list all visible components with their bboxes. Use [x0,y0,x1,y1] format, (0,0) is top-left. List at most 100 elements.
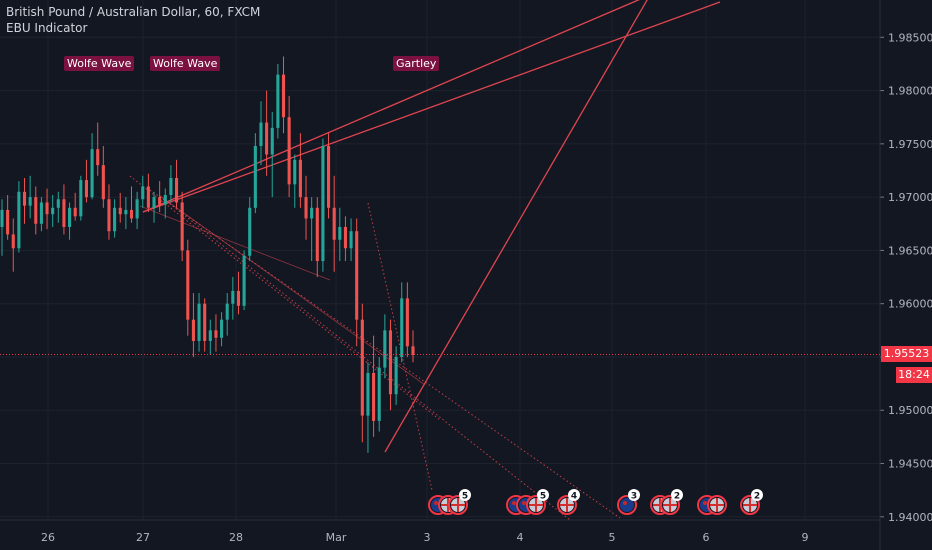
candle-body [0,209,4,227]
symbol-title[interactable]: British Pound / Australian Dollar, 60, F… [6,5,261,19]
last-price-label: 1.95523 [881,346,932,362]
candle-body [287,117,291,185]
event-count-text: 2 [674,492,680,502]
candle-body [338,226,342,240]
candle-body [411,346,415,355]
candle-body [377,367,381,421]
candle-body [84,180,89,198]
candle-body [96,149,100,166]
candle-body [73,207,77,217]
candle-body [118,207,122,215]
candle-body [34,197,38,224]
candle-body [152,197,156,208]
pattern-dotted-line [159,195,571,521]
candle-body [163,195,167,205]
bar-countdown-label: 18:24 [896,367,932,383]
y-tick-label: 1.94500 [888,458,932,471]
event-count-badge [628,489,640,501]
au-flag-detail [623,501,627,505]
au-flag-detail [512,501,516,505]
candle-body [332,207,336,240]
pattern-tag-wolfe-wave-1[interactable]: Wolfe Wave [64,56,135,71]
indicator-name[interactable]: EBU Indicator [6,21,88,35]
candle-body [349,231,353,249]
candle-body [366,372,370,416]
candle-body [360,319,364,416]
candle-body [158,197,162,205]
event-count-text: 3 [631,492,637,502]
y-tick-label: 1.98500 [888,31,932,44]
pattern-dotted-line [129,175,441,421]
candle-body [400,298,404,357]
pattern-line [142,0,640,213]
candle-body [101,165,105,200]
candle-body [394,356,398,395]
x-tick-label: Mar [326,531,347,544]
candle-body [315,207,319,262]
candle-body [141,186,145,200]
event-count-text: 4 [571,492,577,502]
candle-body [208,330,212,341]
candle-body [321,145,325,262]
x-tick-label: 6 [703,531,710,544]
y-tick-label: 1.98000 [888,85,932,98]
candle-body [253,145,257,208]
y-tick-label: 1.97500 [888,138,932,151]
candle-body [259,122,263,146]
candle-body [343,226,347,249]
event-count-text: 5 [540,492,546,502]
candle-body [62,199,66,227]
au-flag-detail [522,501,526,505]
candle-body [405,298,409,347]
candle-body [293,159,297,185]
y-tick-label: 1.95000 [888,404,932,417]
candle-body [236,290,241,306]
candle-body [146,186,150,208]
candle-body [186,250,190,320]
event-count-badge [568,489,580,501]
x-tick-label: 26 [41,531,55,544]
x-tick-label: 4 [517,531,524,544]
candle-body [220,319,224,338]
x-tick-label: 5 [609,531,616,544]
pattern-tag-wolfe-wave-2[interactable]: Wolfe Wave [150,56,221,71]
candle-body [68,207,72,227]
candle-body [203,303,207,341]
pattern-line [142,1,721,213]
y-tick-label: 1.97000 [888,191,932,204]
candle-body [276,74,280,128]
candle-body [51,207,55,215]
pattern-tag-gartley[interactable]: Gartley [393,56,440,71]
candle-body [304,197,308,219]
candle-body [79,180,83,217]
y-tick-label: 1.94000 [888,511,932,524]
x-tick-label: 3 [424,531,431,544]
candle-body [191,319,195,341]
candle-body [298,159,302,198]
candle-body [248,207,252,256]
pattern-line [139,205,331,281]
candle-body [113,207,117,232]
chart-header: British Pound / Australian Dollar, 60, F… [6,4,260,36]
x-tick-label: 9 [802,531,809,544]
candle-body [270,127,274,155]
candle-body [22,191,27,206]
candle-body [265,122,269,155]
event-count-badge [751,489,763,501]
au-flag-detail [434,501,438,505]
pattern-dotted-line [367,202,433,491]
candle-body [326,145,331,208]
candle-body [355,231,359,320]
candle-body [135,199,139,219]
y-tick-label: 1.96000 [888,298,932,311]
event-count-badge [537,489,549,501]
candle-body [56,199,60,208]
au-flag-icon [620,498,634,512]
candle-body [225,303,229,320]
x-tick-label: 28 [229,531,243,544]
event-count-badge [459,489,471,501]
pattern-line [159,195,426,386]
au-flag-detail [703,501,707,505]
candle-body [28,197,32,206]
